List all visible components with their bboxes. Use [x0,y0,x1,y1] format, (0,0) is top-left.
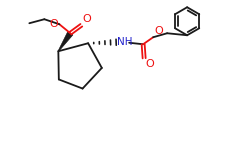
Text: O: O [49,19,58,29]
Text: O: O [154,26,163,36]
Polygon shape [58,32,73,51]
Text: O: O [83,14,92,24]
Text: O: O [146,59,154,69]
Text: NH: NH [117,37,133,47]
